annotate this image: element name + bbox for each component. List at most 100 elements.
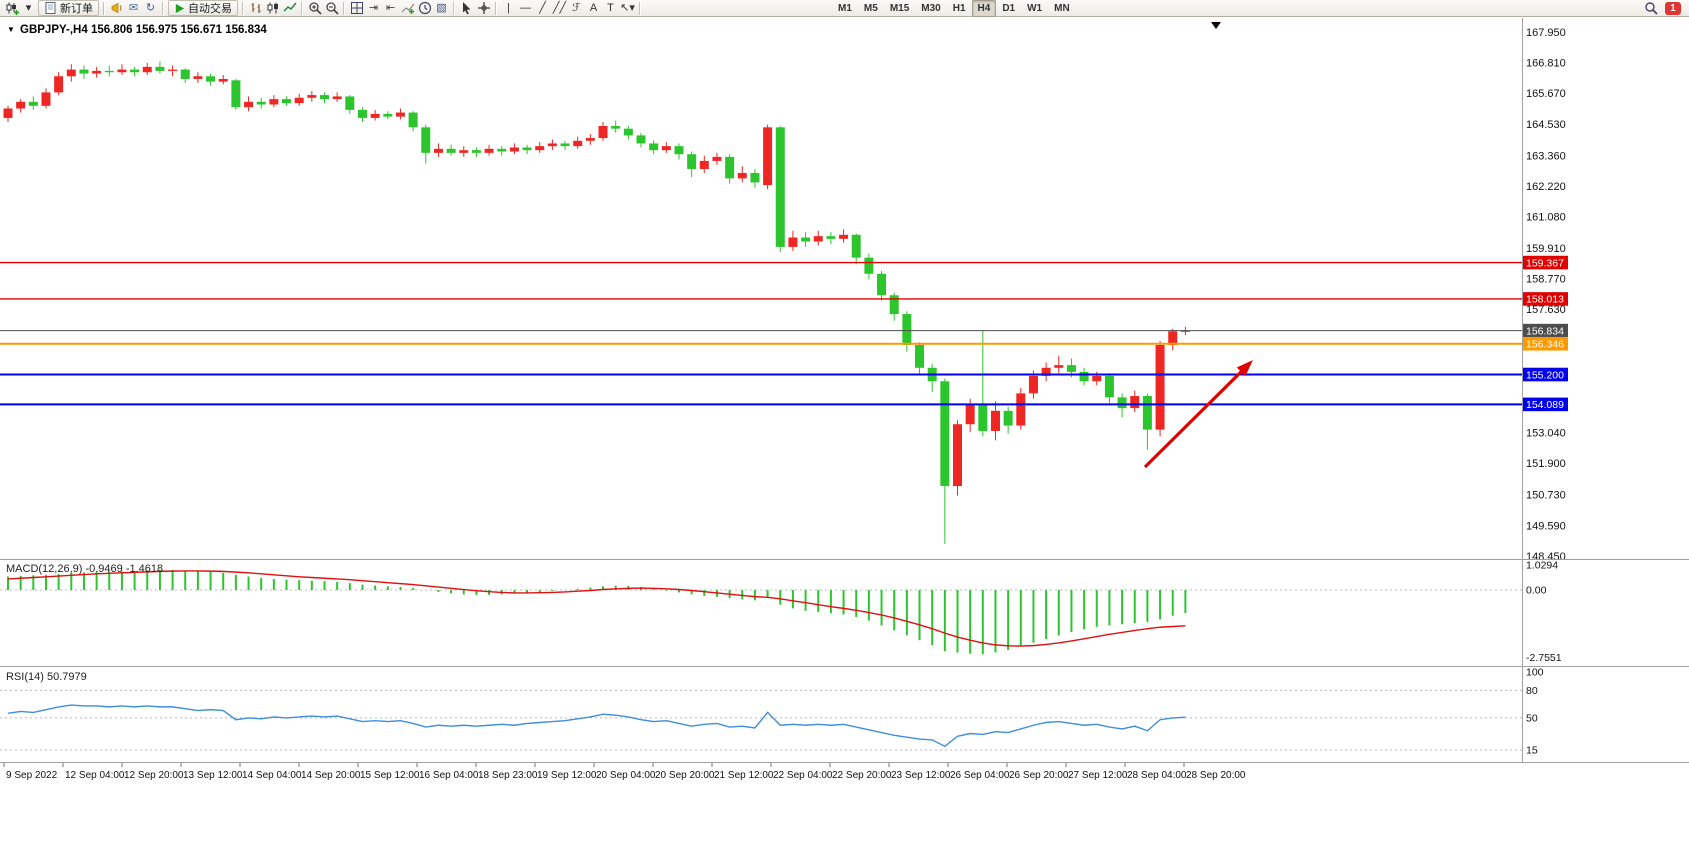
- label-icon[interactable]: T: [602, 1, 619, 16]
- auto-scroll-icon[interactable]: ⇥: [365, 1, 382, 16]
- cursor-icon[interactable]: [458, 1, 475, 16]
- timeframe-button-m15[interactable]: M15: [889, 2, 910, 14]
- arrows-tool-icon[interactable]: ↖▾: [619, 1, 636, 16]
- time-axis-label: 14 Sep 20:00: [301, 770, 361, 781]
- notification-badge[interactable]: 1: [1665, 1, 1681, 15]
- price-axis-label: 149.590: [1526, 520, 1566, 532]
- candle-body: [725, 156, 735, 179]
- timeframe-button-mn[interactable]: MN: [1054, 2, 1070, 14]
- zoom-in-icon: [308, 1, 322, 15]
- templates-icon: ▧: [436, 1, 447, 14]
- candle-body: [1180, 330, 1190, 332]
- chart-shift-icon[interactable]: ⇤: [382, 1, 399, 16]
- chart-title: GBPJPY-,H4 156.806 156.975 156.671 156.8…: [20, 24, 267, 36]
- candle-body: [345, 96, 355, 110]
- price-axis-label: 153.040: [1526, 428, 1566, 440]
- candle-body: [889, 295, 899, 315]
- envelope-icon[interactable]: ✉: [125, 1, 142, 16]
- candle-body: [307, 95, 317, 98]
- timeframe-button-d1[interactable]: D1: [1002, 2, 1016, 14]
- new-order-button[interactable]: 新订单: [38, 0, 99, 16]
- candle-body: [1168, 331, 1178, 345]
- trend-arrow-head[interactable]: [1236, 360, 1253, 377]
- time-axis-label: 22 Sep 20:00: [832, 770, 892, 781]
- candle-body: [294, 97, 304, 104]
- crosshair-icon[interactable]: [475, 1, 492, 16]
- time-axis-label: 23 Sep 12:00: [891, 770, 951, 781]
- current-price-line-tag-label: 156.834: [1526, 325, 1564, 337]
- candle-body: [636, 135, 646, 144]
- candle-body: [117, 69, 127, 73]
- channel-icon[interactable]: ╱╱: [551, 1, 568, 16]
- candle-body: [41, 92, 51, 106]
- time-axis-label: 9 Sep 2022: [6, 770, 58, 781]
- zoom-in-icon[interactable]: [306, 1, 323, 16]
- indicators-icon[interactable]: [399, 1, 416, 16]
- megaphone-icon[interactable]: [108, 1, 125, 16]
- refresh-icon: ↻: [145, 1, 156, 14]
- time-axis-label: 13 Sep 12:00: [183, 770, 243, 781]
- candle-body: [864, 257, 874, 274]
- macd-axis-label: 0.00: [1526, 585, 1547, 597]
- line-chart-icon[interactable]: [281, 1, 298, 16]
- price-axis-label: 163.360: [1526, 150, 1566, 162]
- candle-body: [965, 404, 975, 425]
- candle-body: [674, 146, 684, 155]
- templates-icon[interactable]: ▧: [433, 1, 450, 16]
- scroll-to-end-marker[interactable]: [1211, 22, 1221, 29]
- tile-windows-icon[interactable]: [348, 1, 365, 16]
- candle-body: [851, 234, 861, 258]
- candle-body: [801, 237, 811, 242]
- timeframe-button-m1[interactable]: M1: [838, 2, 852, 14]
- toolbar-items: ▾ 新订单 ✉ ↻ 自动交易 ⇥ ⇤ ▧ | — ╱ ╱╱ ℱ A T ↖▾ M1 M5 M15 M30 H1 H4 D1 W…: [3, 0, 1076, 17]
- chart-canvas[interactable]: 159.367 158.013 156.834 156.346 155.200 154.0…: [0, 18, 1689, 849]
- timeframe-button-h1[interactable]: H1: [952, 2, 966, 14]
- fibonacci-icon[interactable]: ℱ: [568, 1, 585, 16]
- toolbar-right: 1: [1642, 1, 1686, 16]
- text-icon[interactable]: A: [585, 1, 602, 16]
- candle-body: [775, 127, 785, 247]
- candle-body: [661, 146, 671, 151]
- search-icon[interactable]: [1642, 1, 1659, 16]
- candle-body: [623, 128, 633, 136]
- candle-body: [421, 127, 431, 153]
- timeframe-button-m5[interactable]: M5: [863, 2, 878, 14]
- vertical-line-icon[interactable]: |: [500, 1, 517, 16]
- chart-shift-icon: ⇤: [385, 1, 396, 14]
- periods-icon[interactable]: [416, 1, 433, 16]
- horizontal-line-icon[interactable]: —: [517, 1, 534, 16]
- price-axis-label: 151.900: [1526, 458, 1566, 470]
- candle-body: [256, 101, 266, 105]
- auto-trading-button[interactable]: 自动交易: [168, 0, 238, 16]
- macd-axis-label: -2.7551: [1526, 652, 1562, 664]
- new-chart-icon[interactable]: [3, 1, 20, 16]
- rsi-axis-label: 50: [1526, 712, 1538, 724]
- fibonacci-icon: ℱ: [572, 1, 581, 14]
- candle-body: [244, 101, 254, 108]
- timeframe-button-m30[interactable]: M30: [921, 2, 941, 14]
- toolbar-separator: [639, 1, 641, 15]
- candle-body: [155, 66, 165, 71]
- time-axis-label: 12 Sep 20:00: [124, 770, 184, 781]
- timeframe-button-w1[interactable]: W1: [1027, 2, 1043, 14]
- candlestick-chart-icon[interactable]: [264, 1, 281, 16]
- trendline-icon[interactable]: ╱: [534, 1, 551, 16]
- bar-chart-icon[interactable]: [247, 1, 264, 16]
- zoom-out-icon[interactable]: [323, 1, 340, 16]
- refresh-icon[interactable]: ↻: [142, 1, 159, 16]
- dropdown-caret-icon[interactable]: ▾: [20, 1, 37, 16]
- candle-body: [104, 70, 114, 73]
- price-axis-label: 166.810: [1526, 58, 1566, 70]
- candle-body: [269, 99, 279, 105]
- candle-body: [1003, 410, 1013, 426]
- label-icon: T: [607, 1, 614, 14]
- candle-body: [573, 140, 583, 147]
- timeframe-button-h4[interactable]: H4: [971, 0, 997, 17]
- symbol-dropdown-icon[interactable]: ▼: [7, 25, 15, 34]
- time-axis-label: 20 Sep 20:00: [655, 770, 715, 781]
- trend-arrow[interactable]: [1143, 361, 1252, 469]
- candle-body: [28, 101, 38, 106]
- candle-body: [1104, 375, 1114, 398]
- candle-body: [699, 160, 709, 169]
- candle-body: [408, 112, 418, 128]
